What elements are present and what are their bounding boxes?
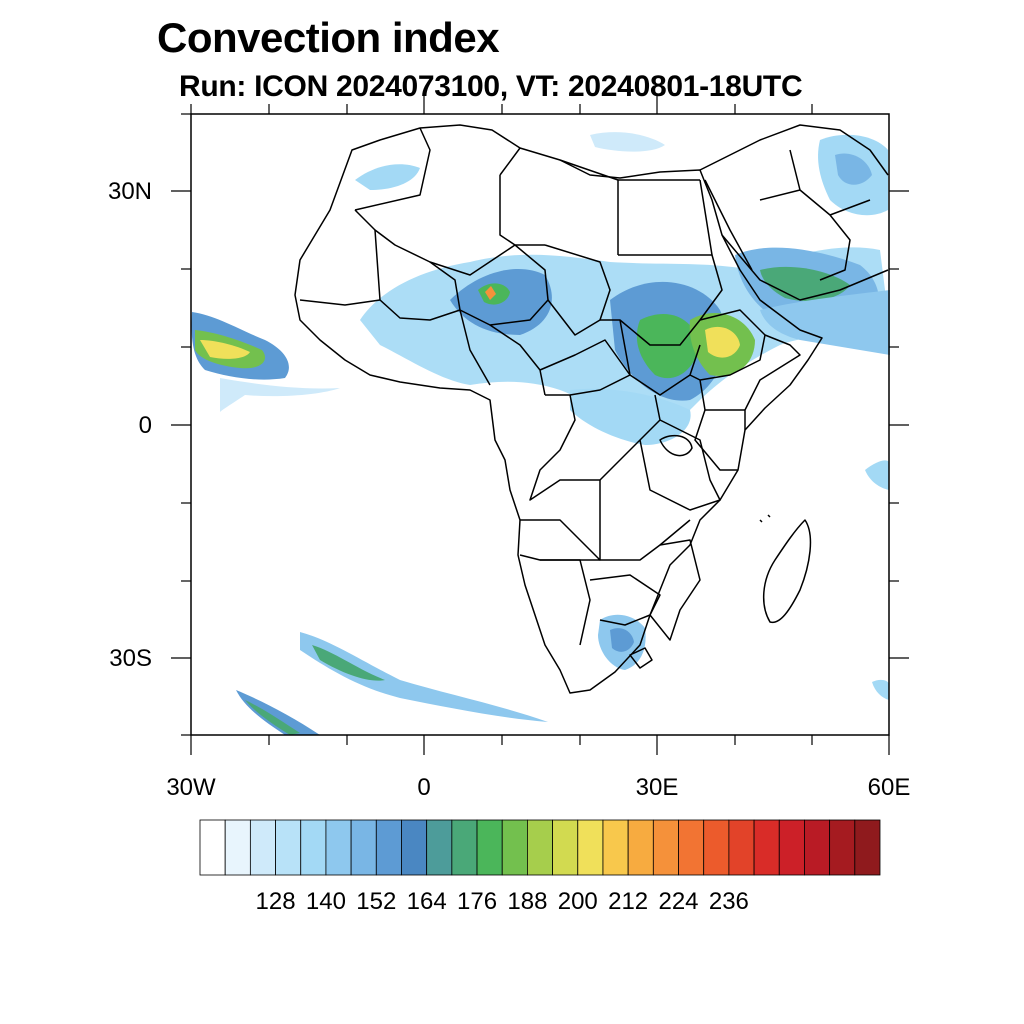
colorbar-swatch — [577, 819, 604, 876]
colorbar-swatch — [300, 819, 327, 876]
colorbar-swatch — [476, 819, 503, 876]
africa-coastline — [294, 124, 823, 694]
border-niger — [459, 244, 549, 326]
border-nigeria — [459, 309, 546, 396]
lon-label-30e: 30E — [635, 774, 679, 801]
convection-se-corner — [872, 679, 889, 700]
arabia-coast — [699, 124, 889, 301]
colorbar-swatch — [552, 819, 579, 876]
colorbar-label: 128 — [255, 888, 296, 915]
madagascar — [762, 519, 812, 624]
colorbar-swatch — [224, 819, 251, 876]
red-sea-inner — [704, 179, 753, 271]
colorbar-label: 236 — [708, 888, 749, 915]
colorbar-swatch — [375, 819, 402, 876]
colorbar-swatch — [325, 819, 352, 876]
lon-label-30w: 30W — [166, 774, 216, 801]
coastline-borders — [294, 124, 889, 694]
lon-label-60e: 60E — [867, 774, 911, 801]
border-libya — [499, 147, 619, 255]
border-chad — [544, 244, 611, 336]
convection-south-africa-core — [610, 628, 634, 652]
border-drc — [529, 394, 661, 501]
lat-label-0: 0 — [138, 412, 152, 439]
convection-front-south-1-core — [312, 645, 385, 681]
colorbar — [199, 819, 881, 876]
colorbar-label: 140 — [305, 888, 346, 915]
map-frame — [190, 113, 890, 736]
colorbar-swatch — [350, 819, 377, 876]
arabia-borders — [759, 149, 871, 281]
border-somalia — [744, 334, 801, 430]
border-mali — [379, 261, 461, 321]
convection-arabian-sea — [760, 290, 890, 355]
convection-front-south-1 — [300, 632, 548, 722]
lat-label-30s: 30S — [109, 645, 152, 672]
border-west-2 — [299, 229, 381, 306]
border-mozambique — [649, 539, 701, 641]
tick-marks — [171, 94, 909, 755]
colorbar-label: 224 — [658, 888, 699, 915]
border-egypt — [618, 179, 713, 256]
chart-subtitle: Run: ICON 2024073100, VT: 20240801-18UTC — [179, 70, 803, 103]
colorbar-swatch — [728, 819, 755, 876]
lesotho — [629, 647, 653, 669]
convection-atlantic-hot — [200, 340, 250, 359]
lon-label-0: 0 — [417, 774, 431, 801]
colorbar-swatch — [627, 819, 654, 876]
border-south-sudan — [619, 319, 701, 396]
colorbar-label: 212 — [608, 888, 649, 915]
convection-maghreb — [355, 164, 420, 190]
colorbar-swatch — [652, 819, 679, 876]
border-angola — [519, 519, 601, 561]
convection-congo — [570, 388, 691, 445]
border-kenya — [694, 379, 745, 471]
convection-indian-ocean — [865, 460, 889, 490]
border-algeria — [354, 127, 431, 211]
colorbar-swatch — [854, 819, 881, 876]
convection-ethiopia-core — [705, 326, 740, 358]
colorbar-swatch — [753, 819, 780, 876]
convection-sahel-hot — [485, 286, 496, 300]
colorbar-swatch — [602, 819, 629, 876]
colorbar-swatch — [426, 819, 453, 876]
border-botswana — [589, 574, 661, 626]
colorbar-swatch — [249, 819, 276, 876]
border-tanzania — [639, 419, 721, 511]
colorbar-swatch — [275, 819, 302, 876]
colorbar-swatch — [401, 819, 428, 876]
colorbar-swatch — [199, 819, 226, 876]
colorbar-swatch — [804, 819, 831, 876]
convection-libya-coast — [590, 132, 665, 152]
lat-label-30n: 30N — [107, 178, 152, 205]
convection-front-south-2-core — [245, 700, 300, 735]
colorbar-label: 188 — [507, 888, 548, 915]
border-namibia — [540, 559, 591, 646]
colorbar-swatch — [829, 819, 856, 876]
colorbar-swatch — [501, 819, 528, 876]
colorbar-label: 164 — [406, 888, 447, 915]
colorbar-swatch — [678, 819, 705, 876]
convection-atlantic-tail — [220, 378, 340, 412]
colorbar-swatch — [451, 819, 478, 876]
convection-field — [191, 132, 890, 735]
colorbar-label: 152 — [356, 888, 397, 915]
border-zambia — [599, 480, 691, 561]
comoros — [759, 514, 771, 523]
convection-levant-core — [835, 153, 872, 185]
colorbar-label: 200 — [557, 888, 598, 915]
convection-front-south-2 — [236, 690, 320, 735]
colorbar-swatch — [527, 819, 553, 876]
colorbar-label: 176 — [457, 888, 498, 915]
chart-title: Convection index — [157, 14, 500, 61]
lake-victoria — [659, 434, 693, 457]
colorbar-swatch — [703, 819, 730, 876]
convection-sudan-core — [636, 314, 700, 379]
border-sudan — [600, 254, 723, 346]
colorbar-swatch — [778, 819, 805, 876]
